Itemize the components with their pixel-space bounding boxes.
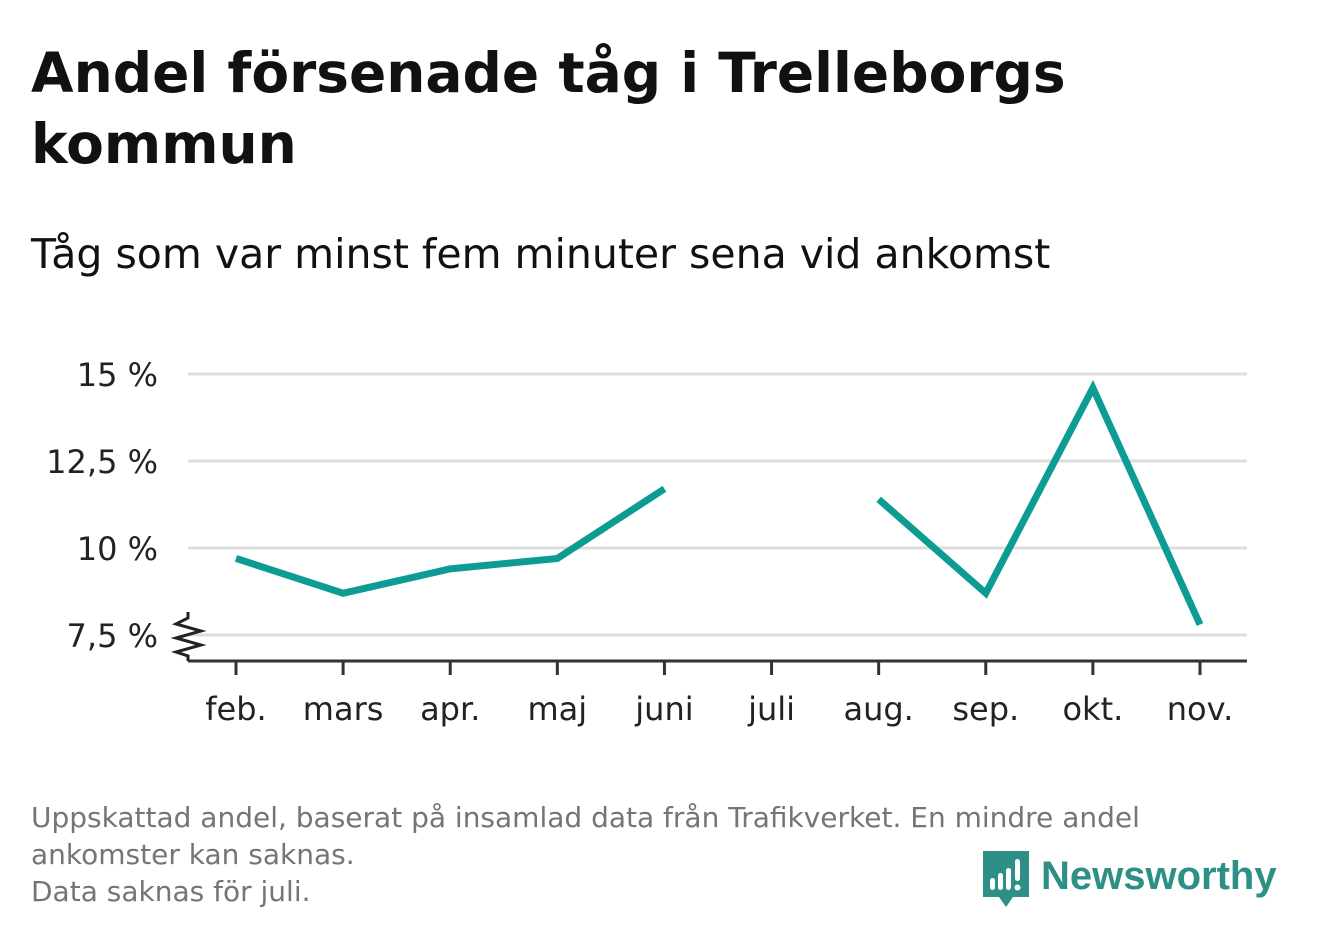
x-tick-label: apr. — [420, 690, 480, 728]
x-tick-label: maj — [527, 690, 587, 728]
footer-note: Uppskattad andel, baserat på insamlad da… — [31, 799, 1281, 910]
y-tick-label: 10 % — [77, 530, 158, 568]
series-lines — [234, 379, 1204, 627]
x-tick-label: okt. — [1062, 690, 1123, 728]
source-note: Uppskattad andel, baserat på insamlad da… — [31, 801, 1140, 871]
x-tick-label: sep. — [952, 690, 1019, 728]
gridlines — [188, 372, 1247, 637]
newsworthy-logo-icon — [983, 851, 1029, 907]
x-tick-label: feb. — [205, 690, 266, 728]
y-tick-label: 12,5 % — [46, 443, 158, 481]
missing-data-note: Data saknas för juli. — [31, 875, 311, 908]
series-line — [876, 379, 1204, 627]
chart-subtitle: Tåg som var minst fem minuter sena vid a… — [31, 230, 1051, 278]
brand-name: Newsworthy — [1041, 853, 1277, 898]
x-axis-labels: feb. mars apr. maj juni juli aug. sep. okt. nov. — [205, 690, 1233, 728]
x-tick-label: aug. — [843, 690, 913, 728]
x-tick-label: juli — [747, 690, 795, 728]
x-axis — [170, 612, 1247, 675]
y-tick-label: 15 % — [77, 356, 158, 394]
chart-title: Andel försenade tåg i Trelleborgs kommun — [31, 41, 1066, 176]
series-line — [234, 485, 667, 597]
x-tick-label: nov. — [1167, 690, 1233, 728]
y-tick-label: 7,5 % — [67, 617, 158, 655]
y-axis-labels: 7,5 % 10 % 12,5 % 15 % — [46, 356, 158, 655]
x-tick-label: mars — [303, 690, 384, 728]
brand-logo: Newsworthy — [981, 849, 1277, 911]
x-tick-label: juni — [634, 690, 693, 728]
axis-break-symbol — [170, 612, 207, 661]
line-chart: 7,5 % 10 % 12,5 % 15 % feb. mars apr. maj juni j… — [46, 356, 1247, 728]
